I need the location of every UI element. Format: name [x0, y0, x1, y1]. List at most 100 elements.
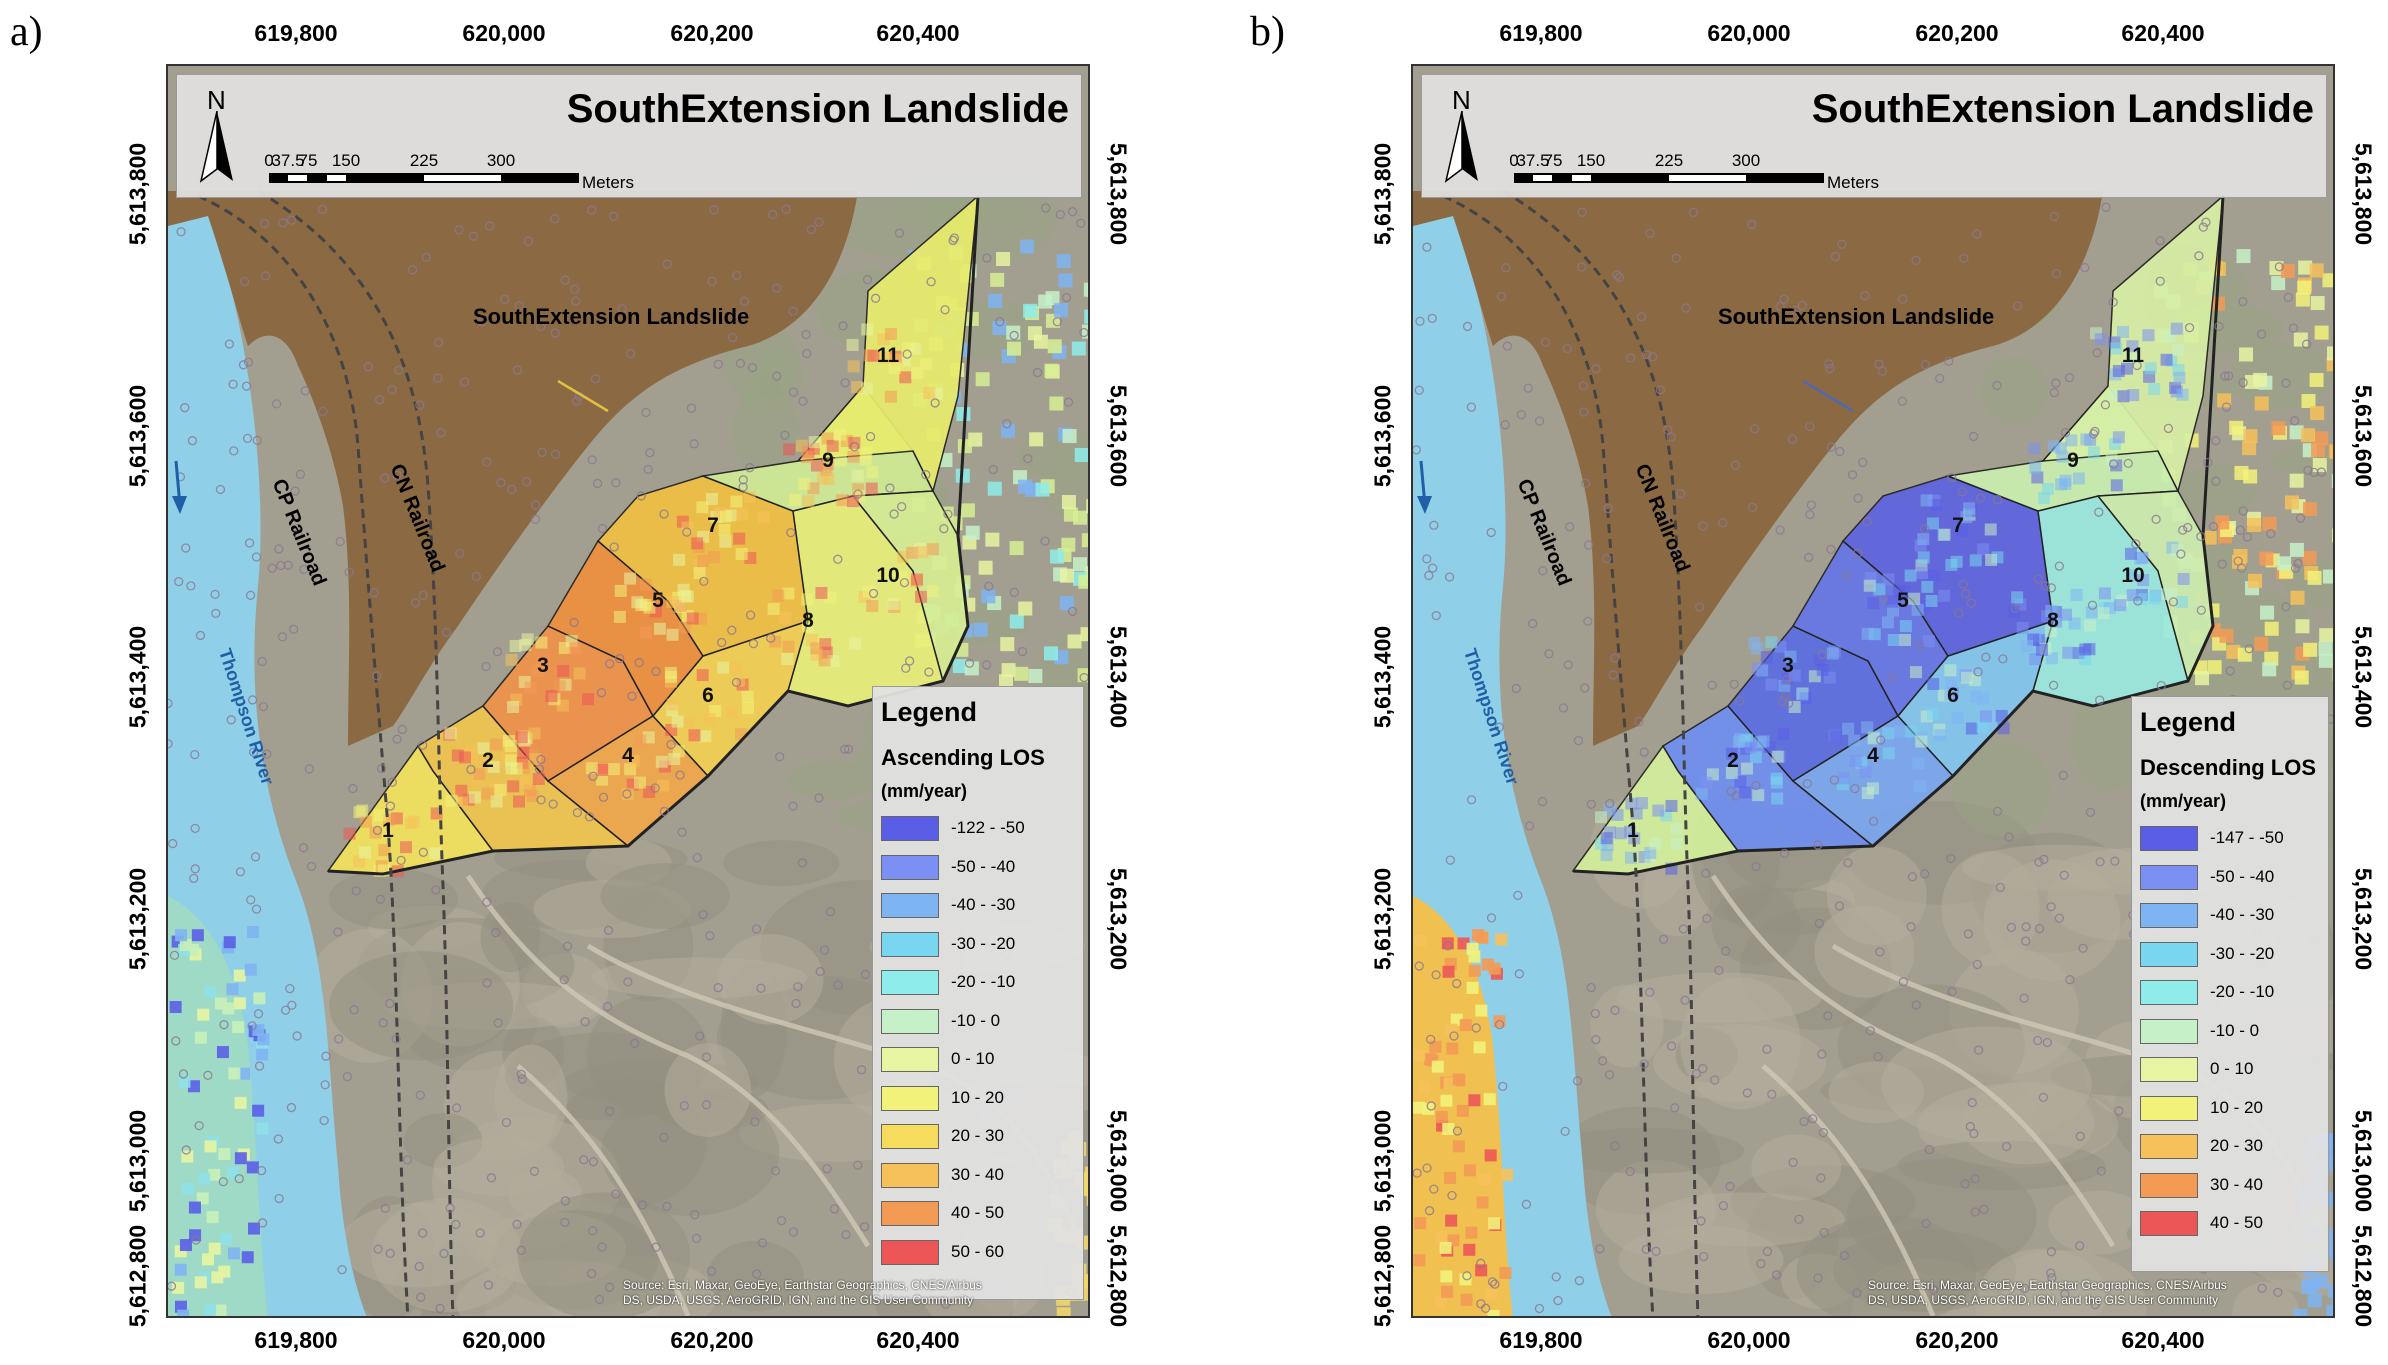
legend-item: -10 - 0 — [881, 1006, 1081, 1037]
scale-label: 150 — [331, 151, 361, 170]
y-tick-label: 5,613,000 — [2350, 1109, 2377, 1213]
scale-label: 37.5 — [1516, 151, 1550, 170]
legend-swatch — [2140, 980, 2198, 1005]
north-arrow-icon — [1444, 111, 1478, 183]
legend-class-label: 10 - 20 — [2210, 1097, 2263, 1117]
legend-class-label: 0 - 10 — [2210, 1059, 2254, 1078]
zone-10-label: 10 — [876, 564, 900, 587]
map-title: SouthExtension Landslide — [566, 87, 1069, 131]
y-tick-label: 5,613,400 — [2350, 625, 2377, 729]
legend-item: -147 - -50 — [2140, 823, 2333, 854]
y-tick-label: 5,613,600 — [2350, 384, 2377, 488]
zone-6-label: 6 — [702, 684, 714, 707]
zone-10-label: 10 — [2121, 564, 2145, 587]
legend-swatch — [881, 854, 939, 880]
x-tick-label: 620,000 — [462, 1327, 546, 1353]
scale-unit: Meters — [582, 173, 634, 192]
legend-class-label: 40 - 50 — [2210, 1213, 2263, 1232]
legend-swatch — [881, 970, 939, 995]
y-tick-label: 5,613,800 — [1105, 142, 1132, 246]
legend-class-label: -50 - -40 — [2210, 866, 2275, 886]
legend-class-label: -10 - 0 — [2210, 1020, 2260, 1040]
y-tick-label: 5,613,800 — [124, 142, 151, 246]
legend-class-label: -40 - -30 — [2210, 905, 2275, 924]
map-panel-b[interactable]: SouthExtension Landslide N Meters 0 37.5 7… — [1411, 64, 2335, 1318]
map-header-box: SouthExtension Landslide N Meters 0 37.5 7… — [1421, 74, 2327, 198]
map-panel-a[interactable]: SouthExtension Landslide N Meters 0 37.5 7… — [166, 64, 1090, 1318]
legend-swatch — [881, 893, 939, 918]
legend-item: -50 - -40 — [881, 852, 1081, 883]
zone-1-label: 1 — [382, 819, 394, 842]
legend-class-label: 20 - 30 — [2210, 1136, 2263, 1155]
legend-item: -30 - -20 — [881, 929, 1081, 960]
legend-item: 10 - 20 — [881, 1083, 1081, 1114]
legend-class-label: -20 - -10 — [951, 972, 1016, 991]
legend-swatch — [2140, 864, 2198, 890]
attribution-line: DS, USDA, USGS, AeroGRID, IGN, and the G… — [623, 1293, 974, 1307]
x-tick-label: 619,800 — [254, 20, 338, 46]
x-tick-label: 620,200 — [1915, 20, 1999, 46]
attribution-line: Source: Esri, Maxar, GeoEye, Earthstar G… — [1868, 1278, 2227, 1292]
legend-class-label: 30 - 40 — [2210, 1174, 2263, 1194]
legend-item: -20 - -10 — [2140, 977, 2333, 1008]
legend-unit: (mm/year) — [881, 781, 968, 801]
legend-swatch — [2140, 1057, 2198, 1082]
y-tick-label: 5,613,800 — [1369, 142, 1396, 246]
legend-item: 50 - 60 — [881, 1237, 1081, 1268]
legend-swatch — [2140, 1211, 2198, 1236]
zone-9-label: 9 — [822, 449, 834, 472]
y-tick-label: 5,612,800 — [2350, 1224, 2377, 1328]
x-tick-label: 620,200 — [670, 20, 754, 46]
legend-class-label: 30 - 40 — [951, 1164, 1004, 1184]
scale-label: 225 — [409, 151, 439, 170]
x-tick-label: 620,400 — [2121, 1327, 2205, 1353]
y-tick-label: 5,613,600 — [1369, 384, 1396, 488]
legend-item: 20 - 30 — [2140, 1131, 2333, 1162]
zone-3-label: 3 — [1782, 654, 1794, 677]
legend-swatch — [2140, 1134, 2198, 1159]
legend-class-label: -30 - -20 — [951, 933, 1016, 953]
zone-7-label: 7 — [707, 514, 719, 537]
legend-class-label: 10 - 20 — [951, 1087, 1004, 1107]
x-tick-label: 620,000 — [1707, 20, 1791, 46]
zone-1-label: 1 — [1627, 819, 1639, 842]
legend-box: Legend Ascending LOS (mm/year) -122 - -5… — [872, 686, 1084, 1300]
zone-5-label: 5 — [1897, 589, 1909, 612]
legend-swatch — [881, 1124, 939, 1149]
legend-item: -50 - -40 — [2140, 862, 2333, 893]
y-tick-label: 5,613,400 — [1369, 625, 1396, 729]
legend-item: 20 - 30 — [881, 1121, 1081, 1152]
scale-label: 75 — [1543, 151, 1563, 170]
legend-unit: (mm/year) — [2140, 791, 2227, 811]
zone-2-label: 2 — [482, 749, 494, 772]
legend-swatch — [881, 816, 939, 841]
legend-class-label: 40 - 50 — [951, 1203, 1004, 1222]
legend-box: Legend Descending LOS (mm/year) -147 - -… — [2131, 696, 2329, 1272]
x-tick-label: 620,000 — [462, 20, 546, 46]
legend-title: Legend — [881, 697, 978, 727]
panel-b-label: b) — [1250, 9, 1285, 55]
legend-item: 0 - 10 — [2140, 1054, 2333, 1085]
north-letter: N — [207, 85, 226, 115]
legend-item: 10 - 20 — [2140, 1093, 2333, 1124]
scale-label: 225 — [1654, 151, 1684, 170]
y-tick-label: 5,613,400 — [1105, 625, 1132, 729]
legend-class-label: -10 - 0 — [951, 1010, 1001, 1030]
y-tick-label: 5,613,200 — [1369, 867, 1396, 971]
y-tick-label: 5,613,000 — [1369, 1109, 1396, 1213]
attribution-line: DS, USDA, USGS, AeroGRID, IGN, and the G… — [1868, 1293, 2219, 1307]
zone-9-label: 9 — [2067, 449, 2079, 472]
attribution: Source: Esri, Maxar, GeoEye, Earthstar G… — [1868, 1278, 2227, 1308]
zone-5-label: 5 — [652, 589, 664, 612]
legend-swatch — [881, 1085, 939, 1111]
y-tick-label: 5,613,000 — [1105, 1109, 1132, 1213]
legend-swatch — [881, 1239, 939, 1265]
scale-bar — [269, 173, 579, 183]
landslide-label: SouthExtension Landslide — [1718, 304, 1995, 329]
legend-item: -30 - -20 — [2140, 939, 2333, 970]
scale-label: 0 — [264, 151, 274, 170]
attribution: Source: Esri, Maxar, GeoEye, Earthstar G… — [623, 1278, 982, 1308]
scale-bar — [1514, 173, 1824, 183]
zone-3-label: 3 — [537, 654, 549, 677]
zone-7-label: 7 — [1952, 514, 1964, 537]
